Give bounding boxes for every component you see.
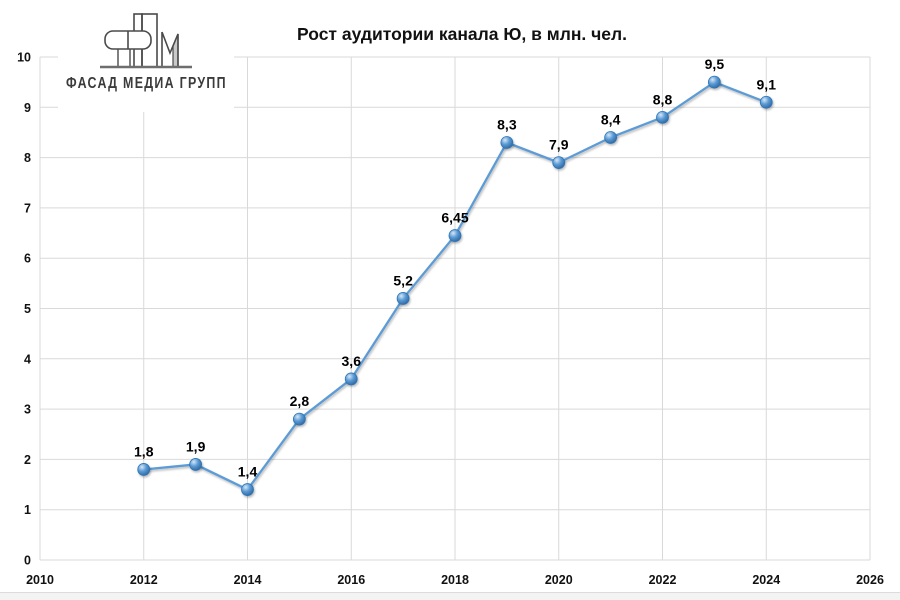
data-point-2019 [500,136,514,149]
logo-m-shape [161,31,179,67]
x-tick-2012: 2012 [130,573,158,587]
x-tick-2020: 2020 [545,573,573,587]
data-label-2017: 5,2 [393,272,413,288]
x-tick-2024: 2024 [752,573,780,587]
data-label-2018: 6,45 [441,210,468,226]
y-tick-6: 6 [24,252,31,266]
y-tick-3: 3 [24,403,31,417]
x-tick-2022: 2022 [649,573,677,587]
series-data-points [137,75,773,496]
data-label-2016: 3,6 [342,353,362,369]
fasad-media-grupp-logo: ФАСАД МЕДИА ГРУПП [58,8,234,112]
x-tick-2026: 2026 [856,573,884,587]
data-label-2022: 8,8 [653,91,673,107]
gridlines [39,56,871,561]
data-point-2024 [759,95,773,109]
data-label-2014: 1,4 [238,464,258,480]
y-tick-4: 4 [24,352,31,366]
y-tick-2: 2 [24,453,31,467]
x-axis-tick-labels: 2010 2012 2014 2016 2018 2020 2022 2024 2026 [26,573,884,587]
data-point-2022 [656,110,669,124]
y-tick-10: 10 [17,51,31,65]
y-tick-7: 7 [24,201,31,215]
data-label-2020: 7,9 [549,137,569,153]
data-point-2013 [189,458,203,471]
series-data-labels: 1,8 1,9 1,4 2,8 3,6 5,2 6,45 8,3 7,9 8,4 8,8 9,5 9,1 [134,56,776,479]
y-tick-0: 0 [24,554,31,568]
data-point-2016 [344,372,358,386]
x-tick-2014: 2014 [234,573,262,587]
data-point-2017 [396,292,410,305]
data-point-2023 [707,75,721,89]
data-point-2018 [448,229,462,242]
chart-title: Рост аудитории канала Ю, в млн. чел. [297,24,627,44]
data-label-2023: 9,5 [705,56,725,72]
data-point-2021 [604,131,618,144]
x-tick-2010: 2010 [26,573,54,587]
y-tick-5: 5 [24,302,31,316]
data-label-2015: 2,8 [290,393,310,409]
data-label-2013: 1,9 [186,438,206,454]
data-label-2019: 8,3 [497,117,517,133]
data-label-2024: 9,1 [757,76,777,92]
data-point-2015 [292,412,306,426]
data-label-2012: 1,8 [134,443,154,459]
logo-text: ФАСАД МЕДИА ГРУПП [65,73,227,92]
data-point-2014 [241,483,254,496]
logo-icon [100,13,192,69]
y-tick-1: 1 [24,503,31,517]
x-tick-2016: 2016 [337,573,365,587]
x-tick-2018: 2018 [441,573,469,587]
y-axis-tick-labels: 0 1 2 3 4 5 6 7 8 9 10 [17,51,31,568]
data-point-2020 [552,156,566,170]
bottom-frame-line [0,592,900,600]
y-tick-9: 9 [24,101,31,115]
data-point-2012 [137,463,151,476]
data-label-2021: 8,4 [601,111,621,127]
y-tick-8: 8 [24,151,31,165]
